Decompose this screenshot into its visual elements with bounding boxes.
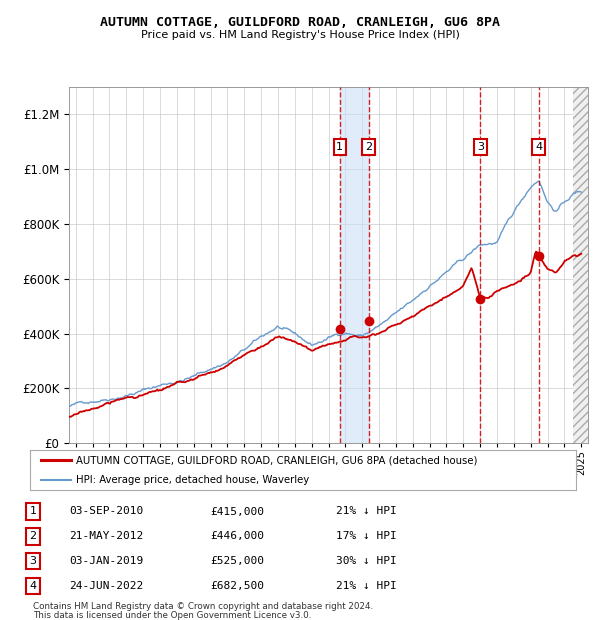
Text: £415,000: £415,000 — [210, 507, 264, 516]
Text: 24-JUN-2022: 24-JUN-2022 — [69, 581, 143, 591]
Text: Price paid vs. HM Land Registry's House Price Index (HPI): Price paid vs. HM Land Registry's House … — [140, 30, 460, 40]
Text: 17% ↓ HPI: 17% ↓ HPI — [336, 531, 397, 541]
Bar — [340, 87, 368, 443]
Text: 4: 4 — [29, 581, 37, 591]
Text: 21% ↓ HPI: 21% ↓ HPI — [336, 581, 397, 591]
Text: This data is licensed under the Open Government Licence v3.0.: This data is licensed under the Open Gov… — [33, 611, 311, 619]
Text: HPI: Average price, detached house, Waverley: HPI: Average price, detached house, Wave… — [76, 475, 310, 485]
Text: 3: 3 — [29, 556, 37, 566]
Text: 30% ↓ HPI: 30% ↓ HPI — [336, 556, 397, 566]
Text: 1: 1 — [29, 507, 37, 516]
Text: £446,000: £446,000 — [210, 531, 264, 541]
Text: £525,000: £525,000 — [210, 556, 264, 566]
Bar — [573, 87, 588, 443]
Text: 21% ↓ HPI: 21% ↓ HPI — [336, 507, 397, 516]
Text: £682,500: £682,500 — [210, 581, 264, 591]
Text: AUTUMN COTTAGE, GUILDFORD ROAD, CRANLEIGH, GU6 8PA (detached house): AUTUMN COTTAGE, GUILDFORD ROAD, CRANLEIG… — [76, 455, 478, 466]
Text: 2: 2 — [29, 531, 37, 541]
Text: Contains HM Land Registry data © Crown copyright and database right 2024.: Contains HM Land Registry data © Crown c… — [33, 602, 373, 611]
Text: 03-JAN-2019: 03-JAN-2019 — [69, 556, 143, 566]
Text: 3: 3 — [477, 142, 484, 152]
Text: 1: 1 — [336, 142, 343, 152]
Text: 4: 4 — [535, 142, 542, 152]
Text: AUTUMN COTTAGE, GUILDFORD ROAD, CRANLEIGH, GU6 8PA: AUTUMN COTTAGE, GUILDFORD ROAD, CRANLEIG… — [100, 16, 500, 29]
Text: 2: 2 — [365, 142, 372, 152]
Text: 03-SEP-2010: 03-SEP-2010 — [69, 507, 143, 516]
Text: 21-MAY-2012: 21-MAY-2012 — [69, 531, 143, 541]
